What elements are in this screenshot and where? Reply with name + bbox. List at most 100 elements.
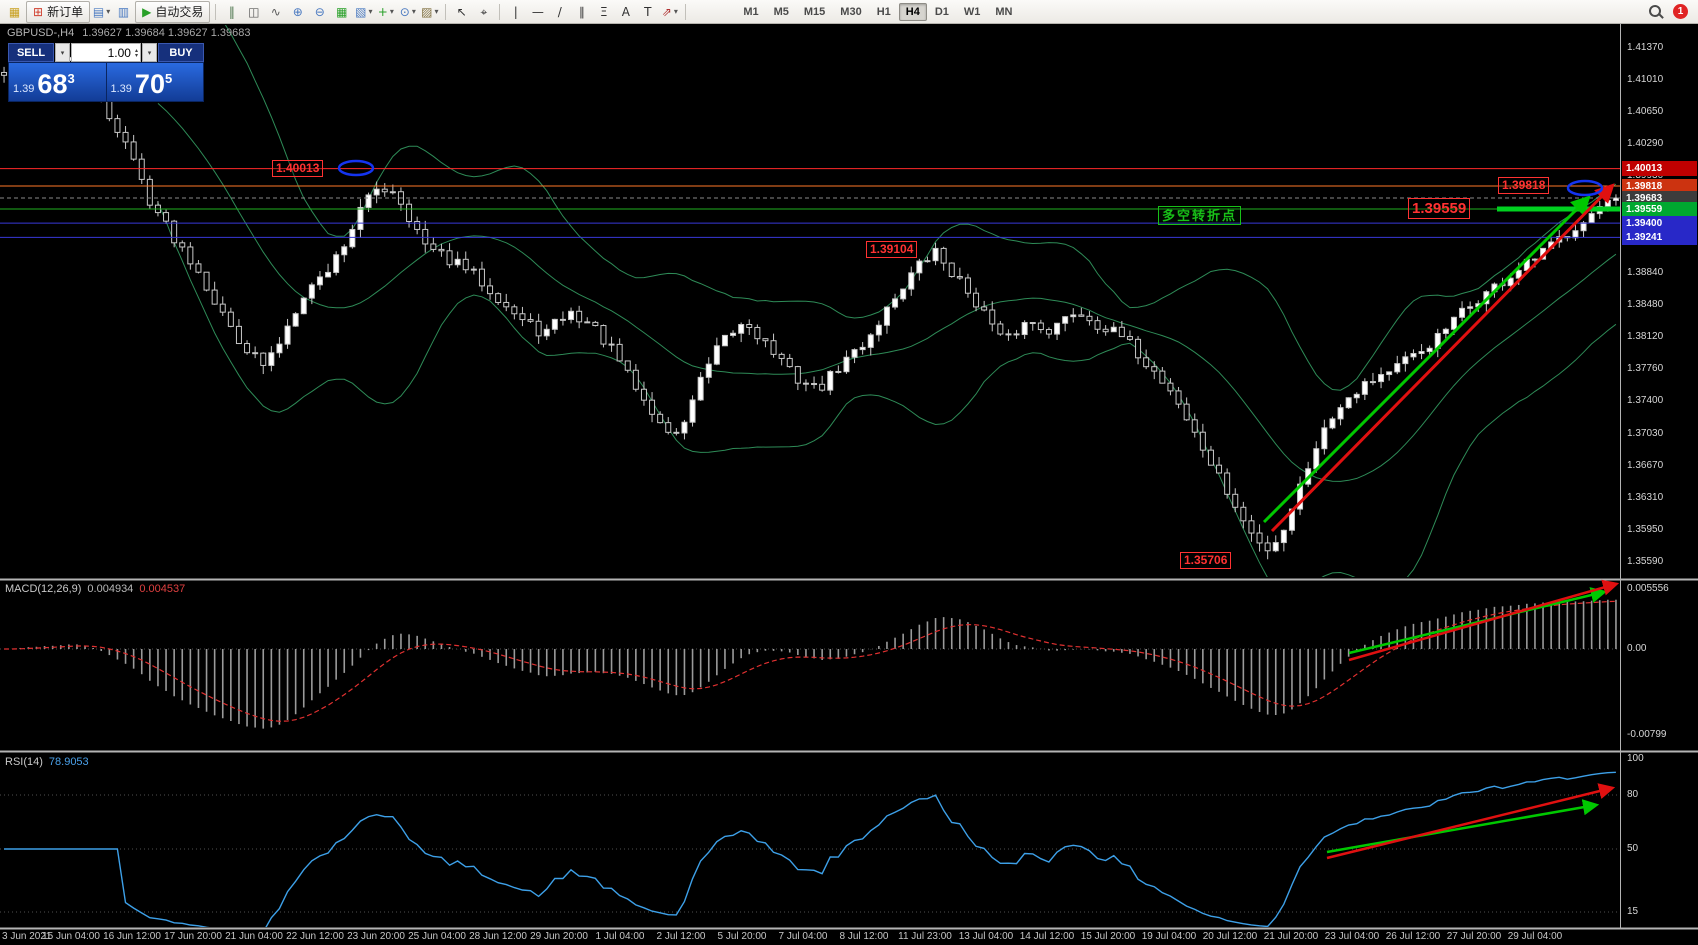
- price-badge-1.40013: 1.40013: [1622, 161, 1697, 177]
- macd-pane[interactable]: [0, 599, 1620, 729]
- timeframe-h1[interactable]: H1: [876, 5, 891, 18]
- bar-chart-type-icon[interactable]: ‖: [221, 2, 242, 22]
- price-tick-1.37030: 1.37030: [1627, 427, 1664, 439]
- templates-icon-dropdown[interactable]: ▾: [434, 7, 439, 16]
- time-label: 15 Jun 04:00: [42, 931, 100, 942]
- zoom-out-icon[interactable]: ⊖: [309, 2, 330, 22]
- profiles-icon-dropdown[interactable]: ▾: [106, 7, 111, 16]
- price-label-1-35706[interactable]: 1.35706: [1180, 552, 1232, 569]
- macd-value-signal: 0.004537: [139, 583, 186, 595]
- timeframe-mn[interactable]: MN: [995, 5, 1013, 18]
- tile-windows-icon[interactable]: ▦: [331, 2, 352, 22]
- timeframe-m15[interactable]: M15: [803, 5, 826, 18]
- trendline-icon[interactable]: /: [549, 2, 570, 22]
- time-label: 2 Jul 12:00: [656, 931, 706, 942]
- timeframe-h4[interactable]: H4: [898, 2, 927, 21]
- rsi-value: 78.9053: [48, 756, 89, 768]
- symbol-name: GBPUSD-,H4: [7, 27, 75, 39]
- sell-price-display[interactable]: 1.39 68 3: [9, 63, 106, 101]
- cascade-windows-icon[interactable]: ▧ ▾: [353, 2, 374, 22]
- price-tick-1.35590: 1.35590: [1627, 556, 1664, 567]
- highlight-ellipse-right[interactable]: [1566, 179, 1604, 197]
- profiles-icon[interactable]: ▤ ▾: [91, 2, 112, 22]
- text-label-icon[interactable]: T: [637, 2, 658, 22]
- toolbar-items: ▦ ⊞ 新订单 ▤ ▾ ▥ ▶ 自动交易 ‖ ◫ ∿ ⊕ ⊖ ▦ ▧ ▾ + ▾ ⊙ ▾ ▨ ▾ ↖ ⌖ | — / ∥ Ξ A T ⇗ ▾: [4, 0, 690, 23]
- buy-price-display[interactable]: 1.39 70 5: [105, 63, 204, 101]
- charts-icon-glyph: ▥: [117, 4, 130, 19]
- templates-icon[interactable]: ▨ ▾: [419, 2, 440, 22]
- search-icon[interactable]: [1648, 4, 1664, 19]
- candlestick-type-icon[interactable]: ◫: [243, 2, 264, 22]
- bollinger-up-band: [224, 25, 1617, 391]
- main-trend-arrow-green[interactable]: [1262, 195, 1591, 524]
- price-label-1-40013[interactable]: 1.40013: [272, 160, 324, 177]
- turning-point-label[interactable]: 多空转折点: [1158, 206, 1242, 225]
- periods-icon-dropdown[interactable]: ▾: [411, 7, 416, 16]
- charts-icon[interactable]: ▥: [113, 2, 134, 22]
- indicators-icon[interactable]: + ▾: [375, 2, 396, 22]
- macd-axis-label-0.005556: 0.005556: [1627, 583, 1669, 594]
- rsi-axis-label-50: 50: [1627, 843, 1639, 854]
- crosshair-icon[interactable]: ⌖: [473, 2, 494, 22]
- time-label: 11 Jul 23:00: [898, 931, 952, 942]
- time-label: 29 Jun 20:00: [530, 931, 588, 942]
- new-order-button[interactable]: ⊞ 新订单: [26, 0, 91, 23]
- text-icon[interactable]: A: [615, 2, 636, 22]
- rsi-pane[interactable]: [0, 771, 1620, 932]
- horizontal-line-icon[interactable]: —: [527, 2, 548, 22]
- rsi-indicator-title: RSI(14) 78.9053: [5, 756, 89, 768]
- rsi-axis-label-80: 80: [1627, 789, 1639, 800]
- buy-button[interactable]: BUY: [158, 43, 204, 62]
- price-tick-1.38840: 1.38840: [1627, 266, 1664, 278]
- timeframe-d1[interactable]: D1: [934, 5, 949, 18]
- price-label-1-39559[interactable]: 1.39559: [1408, 198, 1471, 219]
- buy-options-dropdown[interactable]: ▾: [142, 43, 157, 62]
- indicators-icon-dropdown[interactable]: ▾: [389, 7, 394, 16]
- periods-icon[interactable]: ⊙ ▾: [397, 2, 418, 22]
- main-price-pane[interactable]: [1, 0, 1619, 593]
- price-badge-1.39241: 1.39241: [1622, 229, 1697, 245]
- volume-spinner[interactable]: ▴ ▾: [134, 46, 138, 59]
- vertical-line-icon[interactable]: |: [505, 2, 526, 22]
- cursor-icon[interactable]: ↖: [451, 2, 472, 22]
- timeframe-m1[interactable]: M1: [743, 5, 759, 18]
- text-icon-glyph: A: [621, 4, 630, 19]
- toolbar-separator: [445, 3, 447, 20]
- timeframe-m5[interactable]: M5: [773, 5, 789, 18]
- trade-panel-controls: SELL ▾ 1.00 ▴ ▾ ▾ BUY: [8, 43, 204, 62]
- chart-window-icon[interactable]: ▦: [4, 2, 25, 22]
- arrows-icon[interactable]: ⇗ ▾: [659, 2, 680, 22]
- rsi-arrow-red[interactable]: [1326, 783, 1616, 860]
- timeframe-w1[interactable]: W1: [963, 5, 981, 18]
- rsi-line: [4, 771, 1616, 927]
- main-trend-arrow-red[interactable]: [1270, 183, 1615, 533]
- rsi-arrow-green[interactable]: [1326, 799, 1600, 854]
- price-badge-1.39818: 1.39818: [1622, 178, 1697, 194]
- volume-input[interactable]: 1.00 ▴ ▾: [71, 43, 141, 62]
- sell-options-dropdown[interactable]: ▾: [55, 43, 70, 62]
- price-label-1-39818[interactable]: 1.39818: [1498, 177, 1550, 194]
- autotrading-button[interactable]: ▶ 自动交易: [135, 0, 211, 23]
- time-label: 19 Jul 04:00: [1141, 931, 1197, 942]
- zoom-in-icon[interactable]: ⊕: [287, 2, 308, 22]
- cursor-icon-glyph: ↖: [456, 4, 467, 19]
- highlight-ellipse-top[interactable]: [337, 159, 375, 177]
- cascade-windows-icon-dropdown[interactable]: ▾: [368, 7, 373, 16]
- macd-signal-line: [4, 600, 1616, 722]
- arrows-icon-glyph: ⇗: [661, 4, 672, 19]
- chart-window-icon-glyph: ▦: [8, 4, 21, 19]
- arrows-icon-dropdown[interactable]: ▾: [673, 7, 678, 16]
- price-label-1-39104[interactable]: 1.39104: [866, 241, 918, 258]
- macd-arrow-red[interactable]: [1348, 579, 1620, 662]
- volume-value: 1.00: [107, 45, 131, 60]
- macd-axis-label-0.00: 0.00: [1627, 643, 1647, 654]
- sell-button[interactable]: SELL: [8, 43, 54, 62]
- line-chart-type-icon[interactable]: ∿: [265, 2, 286, 22]
- channel-icon[interactable]: ∥: [571, 2, 592, 22]
- price-tick-1.40290: 1.40290: [1627, 138, 1664, 150]
- fibonacci-icon[interactable]: Ξ: [593, 2, 614, 22]
- timeframe-m30[interactable]: M30: [840, 5, 862, 18]
- notification-badge[interactable]: 1: [1673, 4, 1688, 19]
- price-tick-1.41010: 1.41010: [1627, 74, 1664, 85]
